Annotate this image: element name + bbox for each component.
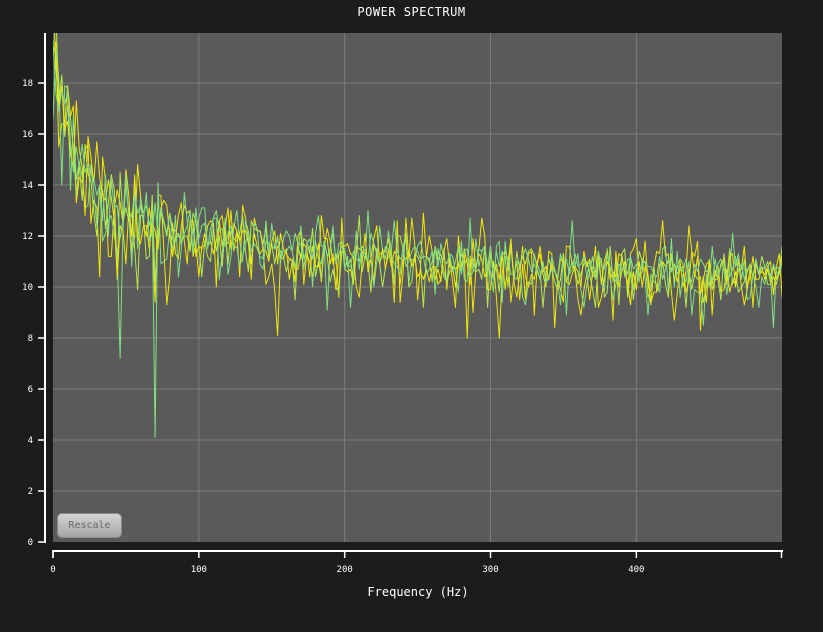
y-tick-label: 4 [28, 436, 33, 446]
x-axis-title: Frequency (Hz) [367, 585, 468, 599]
axes [44, 33, 783, 552]
x-tick-label: 400 [628, 565, 644, 575]
y-tick-label: 2 [28, 487, 33, 497]
y-tick-label: 0 [28, 538, 33, 548]
y-tick-label: 14 [22, 181, 33, 191]
y-tick-label: 12 [22, 232, 33, 242]
y-tick-label: 18 [22, 79, 33, 89]
x-tick-label: 300 [482, 565, 498, 575]
x-tick-label: 100 [191, 565, 207, 575]
y-tick-label: 16 [22, 130, 33, 140]
chart-title: POWER SPECTRUM [357, 5, 466, 19]
y-tick-label: 10 [22, 283, 33, 293]
series-line-2 [53, 46, 782, 438]
x-axis-ticks: 0 100 200 300 400 [50, 550, 783, 575]
x-tick-label: 200 [337, 565, 353, 575]
x-tick-label: 0 [50, 565, 55, 575]
grid-lines [53, 33, 782, 542]
rescale-button[interactable]: Rescale [57, 513, 122, 538]
y-axis-ticks: 0 2 4 6 8 10 12 14 16 18 [22, 79, 45, 548]
y-tick-label: 8 [28, 334, 33, 344]
y-tick-label: 6 [28, 385, 33, 395]
series-group [53, 33, 782, 438]
series-line-5 [53, 39, 782, 283]
